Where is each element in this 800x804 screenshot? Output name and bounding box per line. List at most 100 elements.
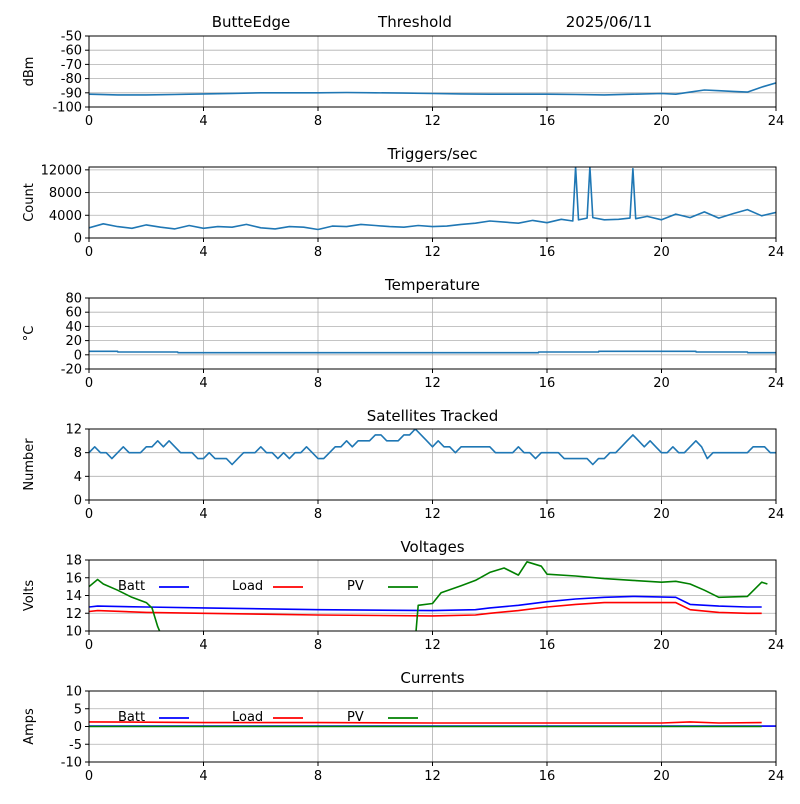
x-tick-label: 0 — [85, 507, 93, 522]
x-tick-label: 20 — [653, 638, 670, 653]
legend-label-load: Load — [232, 579, 263, 594]
x-tick-label: 12 — [424, 507, 441, 522]
y-tick-label: -90 — [61, 86, 82, 101]
y-tick-label: 5 — [74, 702, 82, 717]
y-tick-label: 16 — [65, 571, 82, 586]
x-tick-label: 0 — [85, 769, 93, 784]
x-tick-label: 0 — [85, 638, 93, 653]
x-tick-label: 12 — [424, 376, 441, 391]
x-tick-label: 20 — [653, 769, 670, 784]
legend-label-pv: PV — [347, 579, 364, 594]
y-axis-label: °C — [22, 326, 37, 342]
x-tick-label: 0 — [85, 114, 93, 129]
x-tick-label: 0 — [85, 376, 93, 391]
y-tick-label: 12 — [65, 607, 82, 622]
y-tick-label: 10 — [65, 685, 82, 700]
y-tick-label: -100 — [52, 101, 82, 116]
y-tick-label: 18 — [65, 554, 82, 569]
x-tick-label: 4 — [199, 245, 207, 260]
panel-title: Voltages — [400, 538, 464, 556]
series-line-1 — [89, 167, 776, 231]
x-tick-label: 24 — [768, 638, 785, 653]
x-tick-label: 4 — [199, 507, 207, 522]
series-line-pv — [89, 560, 768, 631]
y-tick-label: 40 — [65, 320, 82, 335]
x-tick-label: 24 — [768, 245, 785, 260]
series-line-load — [89, 601, 762, 617]
legend-label-load: Load — [232, 710, 263, 725]
x-tick-label: 24 — [768, 114, 785, 129]
x-tick-label: 20 — [653, 376, 670, 391]
x-tick-label: 12 — [424, 245, 441, 260]
x-tick-label: 0 — [85, 245, 93, 260]
panel-6: 0 4 8 12 16 20 24 -10 -5 0 5 10 Amps Currents Batt Load… — [22, 669, 784, 784]
panel-title: Temperature — [384, 276, 480, 294]
x-tick-label: 12 — [424, 638, 441, 653]
y-tick-label: 20 — [65, 334, 82, 349]
panel-2: 0 4 8 12 16 20 24 0 4000 8000 12000 Count Triggers/s… — [22, 145, 784, 260]
x-tick-label: 4 — [199, 376, 207, 391]
legend-label-batt: Batt — [118, 710, 145, 725]
panel-1: 0 4 8 12 16 20 24 -100-90-80-70-60-50 dBm — [22, 30, 784, 130]
y-axis-label: dBm — [22, 57, 37, 87]
series-line-load — [89, 721, 762, 724]
x-tick-label: 4 — [199, 638, 207, 653]
y-tick-label: 80 — [65, 292, 82, 307]
y-tick-label: 12000 — [41, 163, 82, 178]
x-tick-label: 8 — [314, 507, 322, 522]
x-tick-label: 8 — [314, 638, 322, 653]
y-tick-label: 4000 — [49, 209, 82, 224]
x-tick-label: 16 — [539, 638, 556, 653]
y-tick-label: 4 — [74, 470, 82, 485]
x-tick-label: 20 — [653, 245, 670, 260]
panel-title: Satellites Tracked — [367, 407, 498, 425]
y-tick-label: -5 — [69, 738, 82, 753]
y-axis-label: Amps — [22, 708, 37, 745]
x-tick-label: 4 — [199, 769, 207, 784]
y-tick-label: -70 — [61, 58, 82, 73]
series-line-1 — [89, 82, 776, 96]
series-line-batt — [89, 595, 762, 612]
header-date: 2025/06/11 — [566, 13, 652, 31]
x-tick-label: 20 — [653, 114, 670, 129]
y-tick-label: 10 — [65, 625, 82, 640]
y-tick-label: 0 — [74, 348, 82, 363]
y-tick-label: 60 — [65, 306, 82, 321]
legend-label-batt: Batt — [118, 579, 145, 594]
header-subtitle: Threshold — [377, 13, 452, 31]
header-station: ButteEdge — [212, 13, 291, 31]
x-tick-label: 16 — [539, 376, 556, 391]
legend-label-pv: PV — [347, 710, 364, 725]
y-tick-label: 8 — [74, 446, 82, 461]
x-tick-label: 24 — [768, 376, 785, 391]
x-tick-label: 8 — [314, 769, 322, 784]
y-tick-label: -20 — [61, 363, 82, 378]
x-tick-label: 20 — [653, 507, 670, 522]
x-tick-label: 12 — [424, 769, 441, 784]
x-tick-label: 8 — [314, 376, 322, 391]
series-line-1 — [89, 429, 776, 466]
x-tick-label: 4 — [199, 114, 207, 129]
y-tick-label: -60 — [61, 44, 82, 59]
x-tick-label: 12 — [424, 114, 441, 129]
y-tick-label: 0 — [74, 494, 82, 509]
y-tick-label: 0 — [74, 232, 82, 247]
y-axis-label: Count — [22, 183, 37, 222]
y-axis-label: Volts — [22, 580, 37, 612]
y-tick-label: 14 — [65, 589, 82, 604]
x-tick-label: 16 — [539, 114, 556, 129]
y-tick-label: -80 — [61, 72, 82, 87]
panel-title: Currents — [400, 669, 464, 687]
y-tick-label: 12 — [65, 423, 82, 438]
panel-title: Triggers/sec — [387, 145, 478, 163]
panel-4: 0 4 8 12 16 20 24 0 4 8 12 Number Satellites Tracked — [22, 407, 784, 522]
x-tick-label: 8 — [314, 245, 322, 260]
series-line-1 — [89, 350, 776, 354]
y-tick-label: -10 — [61, 756, 82, 771]
y-tick-label: 0 — [74, 720, 82, 735]
y-tick-label: 8000 — [49, 186, 82, 201]
x-tick-label: 16 — [539, 507, 556, 522]
